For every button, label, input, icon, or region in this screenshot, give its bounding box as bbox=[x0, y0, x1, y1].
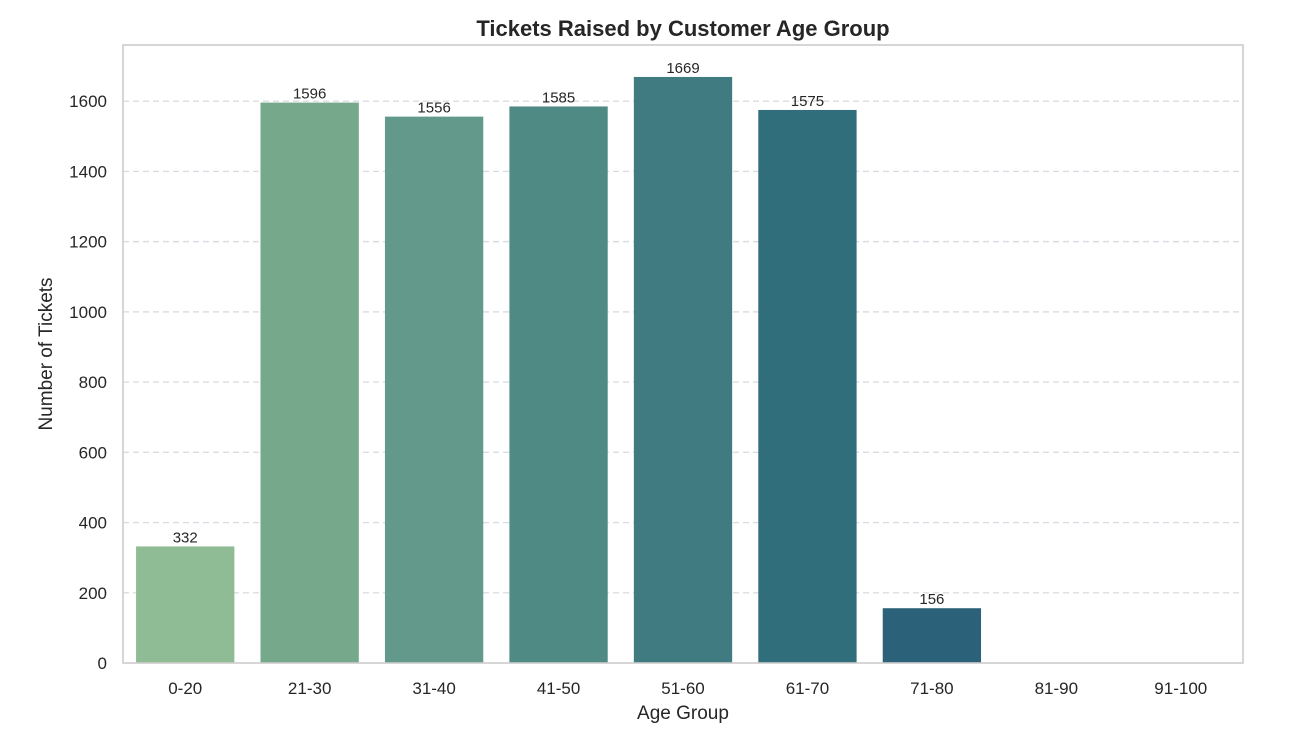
x-tick-label: 51-60 bbox=[661, 679, 704, 698]
x-tick-label: 81-90 bbox=[1035, 679, 1078, 698]
y-tick-label: 0 bbox=[98, 654, 107, 673]
y-tick-label: 200 bbox=[79, 584, 107, 603]
y-tick-label: 1000 bbox=[69, 303, 107, 322]
bar-51-60 bbox=[633, 76, 733, 663]
data-labels: 332 1596 1556 1585 1669 1575 156 bbox=[173, 60, 945, 608]
y-axis-label: Number of Tickets bbox=[36, 277, 57, 430]
y-tick-label: 1400 bbox=[69, 162, 107, 181]
data-label: 1585 bbox=[542, 89, 575, 106]
bars bbox=[136, 76, 982, 664]
data-label: 1556 bbox=[417, 100, 450, 117]
x-tick-label: 21-30 bbox=[288, 679, 331, 698]
data-label: 156 bbox=[919, 591, 944, 608]
x-axis-ticks: 0-20 21-30 31-40 41-50 51-60 61-70 71-80 81-90 9… bbox=[168, 679, 1207, 698]
bar-31-40 bbox=[384, 116, 484, 663]
x-tick-label: 71-80 bbox=[910, 679, 953, 698]
data-label: 1575 bbox=[791, 93, 824, 110]
y-axis-ticks: 0 200 400 600 800 1000 1200 1400 1600 bbox=[69, 92, 107, 673]
data-label: 1596 bbox=[293, 86, 326, 103]
x-tick-label: 91-100 bbox=[1154, 679, 1207, 698]
bar-71-80 bbox=[882, 608, 982, 663]
x-tick-label: 0-20 bbox=[168, 679, 202, 698]
y-tick-label: 1600 bbox=[69, 92, 107, 111]
data-label: 332 bbox=[173, 529, 198, 546]
y-tick-label: 1200 bbox=[69, 233, 107, 252]
x-axis-label: Age Group bbox=[637, 703, 729, 724]
bar-21-30 bbox=[260, 102, 359, 663]
y-tick-label: 600 bbox=[79, 443, 107, 462]
bar-0-20 bbox=[136, 546, 235, 663]
bar-61-70 bbox=[758, 109, 857, 664]
x-tick-label: 61-70 bbox=[786, 679, 829, 698]
y-tick-label: 400 bbox=[79, 514, 107, 533]
bar-41-50 bbox=[509, 106, 608, 664]
x-tick-label: 41-50 bbox=[537, 679, 580, 698]
plot-frame bbox=[122, 44, 1244, 664]
chart-title: Tickets Raised by Customer Age Group bbox=[476, 16, 889, 41]
data-label: 1669 bbox=[666, 60, 699, 77]
y-tick-label: 800 bbox=[79, 373, 107, 392]
x-tick-label: 31-40 bbox=[412, 679, 455, 698]
